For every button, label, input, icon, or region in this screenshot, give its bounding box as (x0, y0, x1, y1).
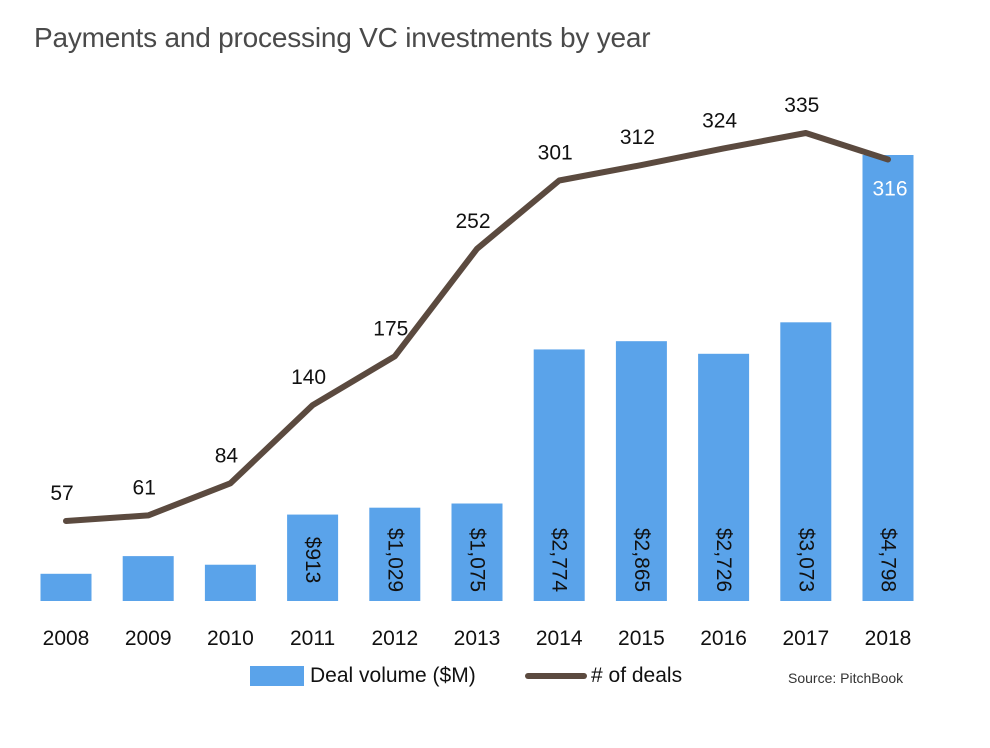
legend-item-deals: # of deals (525, 664, 682, 688)
x-tick-2015: 2015 (618, 627, 665, 650)
legend-label-deal-volume: Deal volume ($M) (310, 664, 476, 687)
bar-2009 (122, 556, 174, 601)
bar-2012 (369, 507, 421, 601)
legend-swatch-line (525, 673, 587, 679)
line-value-label-2017: 335 (784, 94, 819, 117)
x-tick-2008: 2008 (43, 627, 90, 650)
bar-value-label-2017: $3,073 (794, 528, 817, 592)
x-tick-2014: 2014 (536, 627, 583, 650)
deals-line (63, 130, 891, 524)
line-value-label-2013: 252 (455, 210, 490, 233)
x-tick-2010: 2010 (207, 627, 254, 650)
bar-value-label-2011: $913 (301, 537, 324, 584)
legend-label-deals: # of deals (591, 664, 683, 687)
line-value-label-2014: 301 (538, 141, 573, 164)
line-value-label-2008: 57 (50, 482, 73, 505)
x-tick-2009: 2009 (125, 627, 172, 650)
bars-layer (40, 155, 914, 601)
x-tick-2012: 2012 (371, 627, 418, 650)
line-labels-layer: 57 61 84 140 175 252 301 312 324 335 316 (50, 94, 907, 505)
line-value-label-2011: 140 (291, 366, 326, 389)
bar-value-label-2018: $4,798 (877, 528, 900, 592)
legend-item-deal-volume: Deal volume ($M) (250, 664, 476, 688)
line-value-label-2012: 175 (373, 317, 408, 340)
bar-labels-layer: $913 $1,029 $1,075 $2,774 $2,865 $2,726 $3,073… (301, 528, 899, 593)
bar-2014 (533, 349, 585, 601)
bar-2008 (40, 573, 92, 601)
bar-2015 (615, 341, 667, 601)
bar-2010 (204, 564, 256, 601)
x-tick-2017: 2017 (782, 627, 829, 650)
x-tick-2013: 2013 (454, 627, 501, 650)
bar-value-label-2013: $1,075 (466, 528, 489, 592)
line-value-label-2016: 324 (702, 109, 737, 132)
bar-value-label-2014: $2,774 (548, 528, 571, 593)
bar-value-label-2015: $2,865 (630, 528, 653, 592)
bar-value-label-2016: $2,726 (712, 528, 735, 592)
line-value-label-2009: 61 (133, 476, 156, 499)
x-axis-ticks: 2008 2009 2010 2011 2012 2013 2014 2015 2016 2017… (43, 627, 912, 650)
x-tick-2018: 2018 (865, 627, 912, 650)
line-value-label-2018: 316 (872, 178, 907, 201)
bar-2017 (780, 322, 832, 601)
bar-value-label-2012: $1,029 (383, 528, 406, 592)
source-note: Source: PitchBook (788, 670, 904, 686)
bar-2018 (862, 155, 914, 601)
bar-2016 (698, 353, 750, 601)
legend-swatch-bar (250, 666, 304, 686)
bar-2011 (287, 514, 339, 601)
bar-2013 (451, 503, 503, 601)
line-value-label-2015: 312 (620, 126, 655, 149)
x-tick-2011: 2011 (290, 627, 335, 650)
line-value-label-2010: 84 (215, 444, 239, 467)
chart-title: Payments and processing VC investments b… (34, 22, 651, 53)
x-tick-2016: 2016 (700, 627, 747, 650)
